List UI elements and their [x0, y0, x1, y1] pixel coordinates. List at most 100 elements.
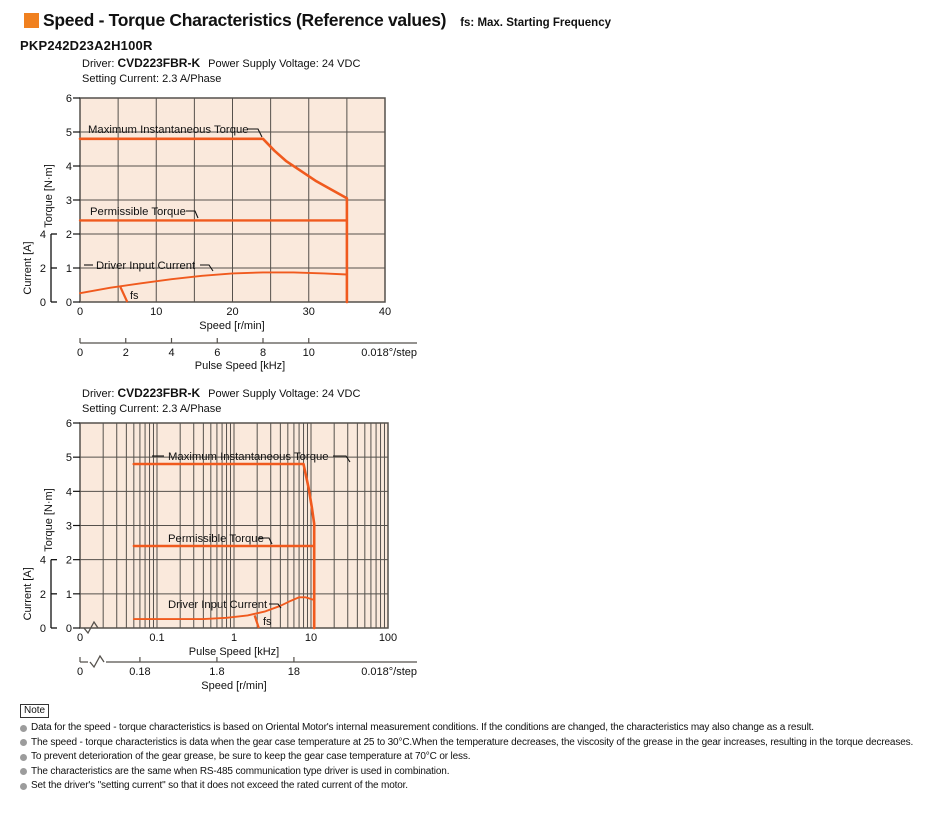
- current-tick-label: 2: [40, 589, 46, 601]
- current-axis-title: Current [A]: [22, 241, 34, 294]
- x-axis-title: Pulse Speed [kHz]: [189, 646, 280, 658]
- note-item: The speed - torque characteristics is da…: [20, 736, 945, 751]
- torque-tick-label: 3: [66, 521, 72, 533]
- series-maximum-instantaneous-torque: [132, 462, 316, 630]
- resolution-label: 0.018°/step: [361, 666, 417, 678]
- secondary-tick-label: 0: [77, 666, 83, 678]
- note-text: Data for the speed - torque characterist…: [31, 722, 814, 733]
- torque-tick-label: 3: [66, 195, 72, 207]
- axis-break-icon: [89, 654, 105, 669]
- label-connector: [259, 537, 273, 545]
- torque-axis: 0 1 2 3 4 5 6 Torque [N·m]: [43, 418, 80, 635]
- torque-axis: 0 1 2 3 4 5 6 Torque [N·m]: [43, 93, 80, 309]
- label-connector: [269, 603, 282, 609]
- power-supply: Power Supply Voltage: 24 VDC: [208, 388, 361, 400]
- grid: [80, 423, 388, 628]
- bullet-icon: [20, 739, 27, 746]
- torque-tick-label: 4: [66, 486, 72, 498]
- secondary-tick-label: 6: [214, 347, 220, 359]
- driver-model: CVD223FBR-K: [117, 386, 201, 400]
- bullet-icon: [20, 768, 27, 775]
- current-tick-label: 4: [40, 229, 46, 241]
- torque-axis-title: Torque [N·m]: [43, 164, 55, 228]
- fs-legend: fs: Max. Starting Frequency: [460, 17, 611, 29]
- notes-section: Note Data for the speed - torque charact…: [20, 700, 945, 794]
- x-tick-label: 20: [226, 306, 238, 318]
- secondary-tick-label: 0.18: [129, 666, 150, 678]
- driver-line: Driver: CVD223FBR-K Power Supply Voltage:…: [82, 386, 360, 402]
- current-axis: 0 2 4 Current [A]: [22, 555, 57, 635]
- series-label-permissible-torque: Permissible Torque: [168, 533, 264, 545]
- note-item: Set the driver's "setting current" so th…: [20, 779, 945, 794]
- section-header: Speed - Torque Characteristics (Referenc…: [24, 10, 611, 31]
- x-tick-label: 10: [305, 632, 317, 644]
- note-text: Set the driver's "setting current" so th…: [31, 780, 408, 791]
- current-axis: 0 2 4 Current [A]: [22, 229, 57, 309]
- x-tick-label: 0.1: [149, 632, 164, 644]
- fs-marker: [253, 615, 260, 629]
- setting-current: Setting Current: 2.3 A/Phase: [82, 403, 222, 415]
- x-tick-label: 0: [77, 306, 83, 318]
- grid: [80, 98, 385, 302]
- x-tick-label: 10: [150, 306, 162, 318]
- note-item: The characteristics are the same when RS…: [20, 765, 945, 780]
- secondary-x-axis: 0 2 4 6 8 10 0.018°/step Pulse Speed [kHz]: [77, 338, 417, 372]
- secondary-tick-label: 0: [77, 347, 83, 359]
- bullet-icon: [20, 753, 27, 761]
- series-label-maximum-instantaneous-torque: Maximum Instantaneous Torque: [168, 451, 329, 463]
- current-tick-label: 0: [40, 297, 46, 309]
- torque-tick-label: 5: [66, 452, 72, 464]
- series-label-permissible-torque: Permissible Torque: [90, 206, 186, 218]
- torque-tick-label: 2: [66, 555, 72, 567]
- label-connector: [333, 455, 351, 463]
- torque-tick-label: 2: [66, 229, 72, 241]
- current-tick-label: 2: [40, 263, 46, 275]
- secondary-tick-label: 18: [288, 666, 300, 678]
- label-connector: [247, 128, 263, 138]
- x-tick-label: 100: [379, 632, 397, 644]
- note-item: Data for the speed - torque characterist…: [20, 721, 945, 736]
- current-tick-label: 4: [40, 555, 46, 567]
- series-driver-input-current: [132, 596, 316, 621]
- axis-break-icon: [83, 620, 99, 635]
- x-tick-label: 30: [303, 306, 315, 318]
- secondary-tick-label: 10: [303, 347, 315, 359]
- secondary-x-axis: 0 0.18 1.8 18 0.018°/step Speed [r/min]: [77, 654, 417, 692]
- model-number: PKP242D23A2H100R: [20, 38, 153, 53]
- torque-tick-label: 0: [66, 623, 72, 635]
- fs-marker: [119, 286, 129, 303]
- torque-tick-label: 6: [66, 418, 72, 430]
- label-connector: [200, 264, 214, 272]
- driver-prefix: Driver:: [82, 388, 118, 400]
- driver-line: Driver: CVD223FBR-K Power Supply Voltage:…: [82, 56, 360, 72]
- secondary-tick-label: 4: [168, 347, 174, 359]
- label-connector: [186, 210, 199, 219]
- driver-prefix: Driver:: [82, 58, 118, 70]
- current-axis-title: Current [A]: [22, 567, 34, 620]
- fs-label: fs: [130, 290, 139, 302]
- primary-x-axis: 0 10 20 30 40 Speed [r/min]: [77, 306, 391, 332]
- secondary-tick-label: 1.8: [209, 666, 224, 678]
- fs-label: fs: [263, 616, 272, 628]
- setting-current: Setting Current: 2.3 A/Phase: [82, 73, 222, 85]
- torque-tick-label: 1: [66, 589, 72, 601]
- bullet-icon: [20, 724, 27, 732]
- note-label: Note: [20, 704, 50, 718]
- series-label-driver-input-current: Driver Input Current: [168, 599, 268, 611]
- power-supply: Power Supply Voltage: 24 VDC: [208, 58, 361, 70]
- resolution-label: 0.018°/step: [361, 347, 417, 359]
- series-driver-input-current: [79, 271, 348, 295]
- primary-x-axis: 0 0.1 1 10 100 Pulse Speed [kHz]: [77, 632, 397, 658]
- chart-linear-caption: Driver: CVD223FBR-K Power Supply Voltage:…: [82, 56, 360, 87]
- series-maximum-instantaneous-torque: [78, 137, 349, 304]
- speed-torque-chart-log: 0 1 2 3 4 5 6 Torque [N·m] 0 0.1 1 10 100 Pulse Speed…: [22, 418, 417, 692]
- note-item: To prevent deterioration of the gear gre…: [20, 750, 945, 765]
- current-tick-label: 0: [40, 623, 46, 635]
- secondary-axis-title: Speed [r/min]: [201, 680, 266, 692]
- series-label-maximum-instantaneous-torque: Maximum Instantaneous Torque: [88, 124, 249, 136]
- x-tick-label: 40: [379, 306, 391, 318]
- torque-axis-title: Torque [N·m]: [43, 488, 55, 552]
- torque-tick-label: 0: [66, 297, 72, 309]
